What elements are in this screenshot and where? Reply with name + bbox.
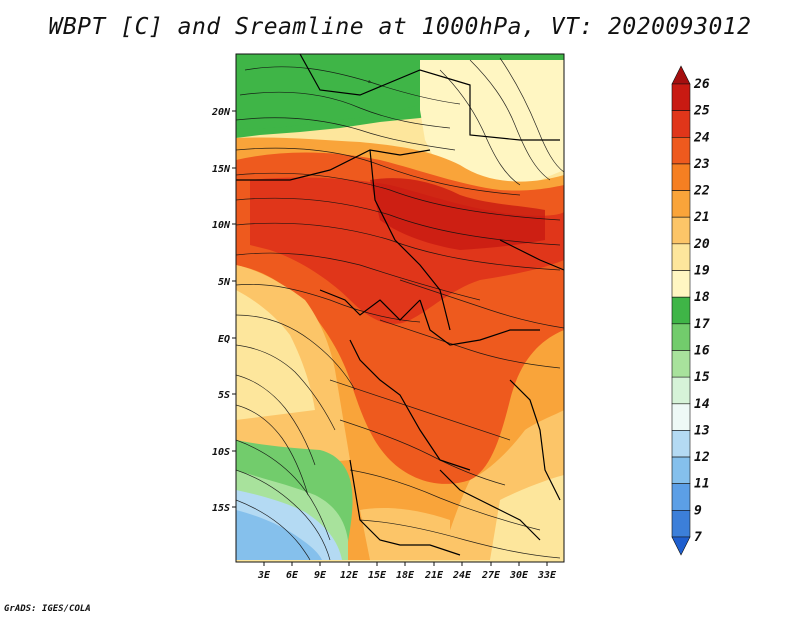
streamlines [236, 57, 564, 561]
colorbar-segment [671, 216, 691, 245]
colorbar-label: 23 [693, 157, 710, 172]
lat-label-5n: 5N [218, 277, 231, 288]
colorbar-label: 21 [693, 210, 710, 225]
colorbar-segment [671, 456, 691, 485]
colorbar-segment [671, 350, 691, 378]
colorbar-segment [671, 270, 691, 298]
colorbar-label: 19 [694, 264, 710, 279]
map-frame [235, 53, 565, 563]
colorbar-segment [671, 430, 691, 458]
colorbar-segment [671, 296, 691, 325]
lat-ticks [232, 110, 236, 508]
lat-label-10n: 10N [212, 220, 231, 231]
colorbar-segment [671, 323, 691, 351]
lat-label-15s: 15S [212, 503, 230, 514]
colorbar-label: 13 [694, 423, 710, 438]
colorbar-label: 20 [693, 237, 710, 252]
lon-label-30e: 30E [509, 570, 529, 581]
colorbar-segment [671, 243, 691, 271]
lon-ticks [263, 562, 548, 566]
colorbar-segment [671, 110, 691, 138]
colorbar-label: 15 [694, 370, 710, 385]
colorbar-label: 16 [694, 343, 710, 358]
colorbar-label: 12 [694, 450, 710, 465]
grads-credit: GrADS: IGES/COLA [4, 604, 91, 614]
colorbar-label: 18 [694, 290, 710, 305]
colorbar-label: 25 [693, 104, 710, 119]
colorbar-segment [671, 403, 691, 431]
lat-labels: 20N 15N 10N 5N EQ 5S 10S 15S [211, 107, 231, 514]
country-borders [236, 54, 564, 556]
lon-label-21e: 21E [424, 570, 444, 581]
lat-label-eq: EQ [218, 334, 230, 345]
colorbar-segment [671, 65, 691, 85]
colorbar-label: 17 [694, 317, 710, 332]
lon-label-24e: 24E [452, 570, 472, 581]
colorbar-segment [671, 163, 691, 191]
map-title: WBPT [C] and Sreamline at 1000hPa, VT: 2… [48, 14, 752, 40]
lon-label-3e: 3E [257, 570, 271, 581]
lon-label-15e: 15E [368, 570, 387, 581]
colorbar-segment [671, 190, 691, 218]
colorbar-label: 24 [693, 130, 710, 145]
colorbar-label: 11 [694, 477, 710, 492]
colorbar-label: 9 [694, 503, 702, 518]
lon-label-9e: 9E [314, 570, 327, 581]
colorbar-labels: 26 25 24 23 22 21 20 19 18 17 16 15 14 13 12 11 9 7 [693, 77, 710, 545]
colorbar-label: 7 [694, 530, 702, 545]
lat-label-10s: 10S [212, 447, 230, 458]
colorbar-segment [671, 136, 691, 165]
colorbar-segment [671, 83, 691, 111]
lon-label-6e: 6E [286, 570, 299, 581]
colorbar-label: 14 [694, 397, 710, 412]
colorbar-label: 22 [693, 184, 710, 199]
colorbar-label: 26 [693, 77, 710, 92]
lon-label-18e: 18E [396, 570, 415, 581]
lon-label-27e: 27E [481, 570, 501, 581]
lat-label-15n: 15N [212, 164, 231, 175]
lon-labels: 3E 6E 9E 12E 15E 18E 21E 24E 27E 30E 33E [257, 570, 557, 581]
lon-label-12e: 12E [340, 570, 359, 581]
lat-label-5s: 5S [218, 390, 230, 401]
colorbar-segments [671, 65, 691, 556]
lat-label-20n: 20N [211, 107, 231, 118]
colorbar-segment [671, 376, 691, 405]
lon-label-33e: 33E [537, 570, 557, 581]
colorbar-segment [671, 536, 691, 556]
colorbar-segment [671, 510, 691, 538]
colorbar-segment [671, 483, 691, 511]
